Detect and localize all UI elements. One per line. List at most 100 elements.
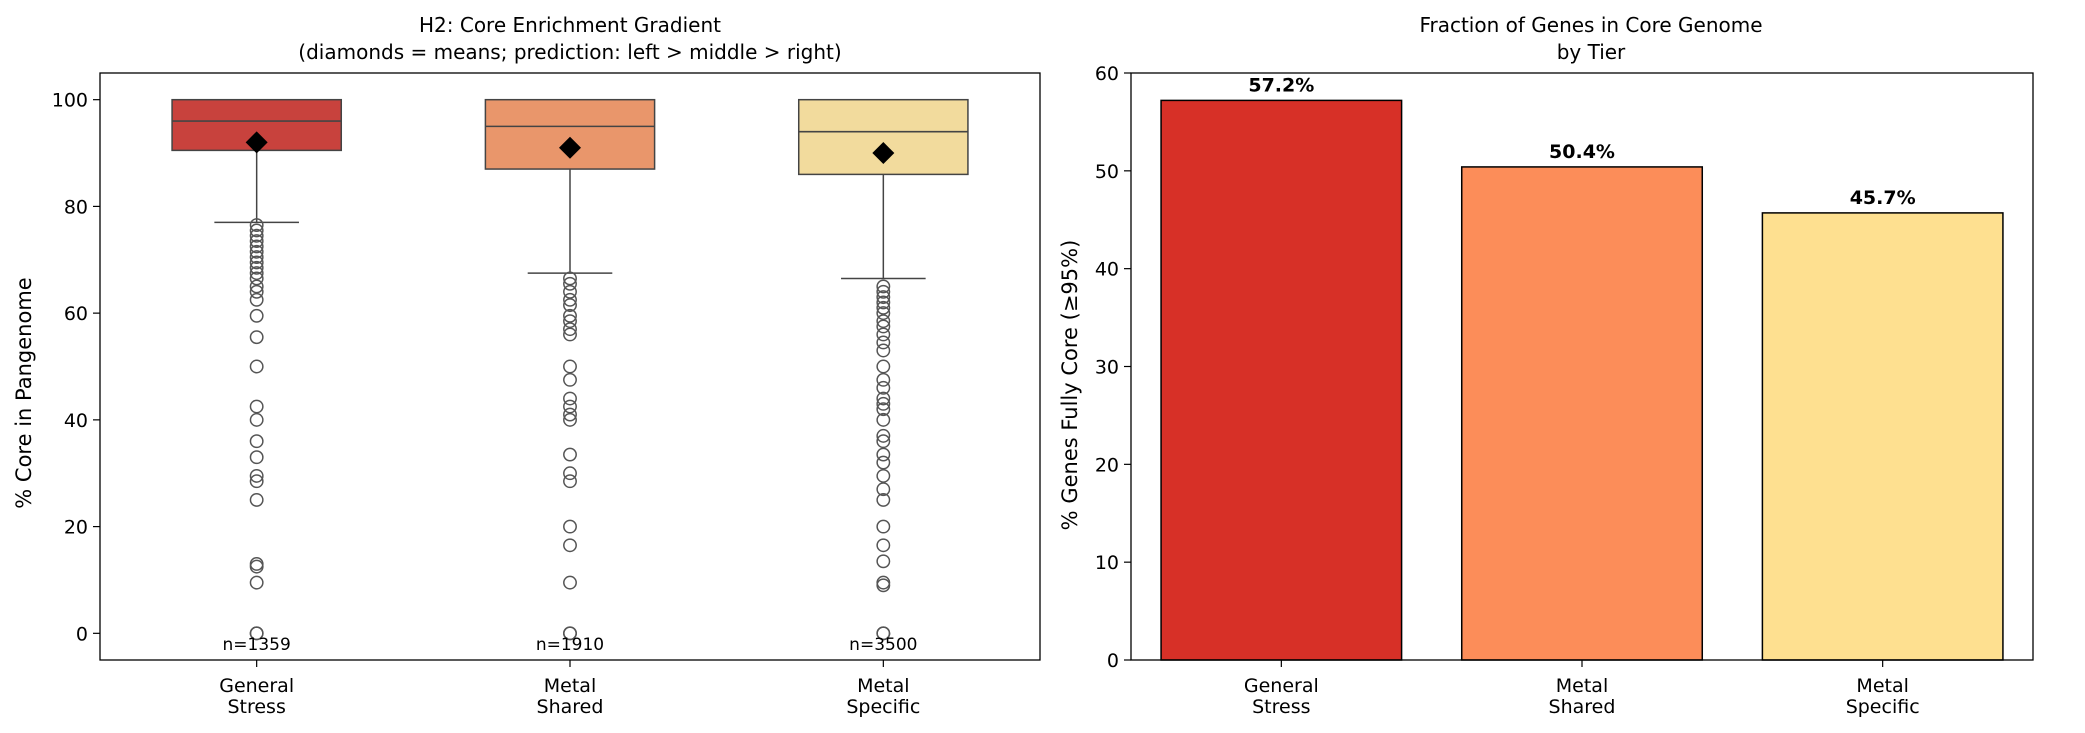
outlier-point <box>876 482 891 497</box>
outlier-point <box>876 455 891 470</box>
outlier-point <box>563 327 577 342</box>
n-label-general-stress: n=1359 <box>223 635 291 655</box>
outlier-point <box>563 372 577 387</box>
outlier-point <box>249 292 264 307</box>
left-y-tick-label: 80 <box>64 196 88 218</box>
right-y-axis-label: % Genes Fully Core (≥95%) <box>1058 240 1082 531</box>
right-x-tick-label: Metal <box>1856 675 1908 697</box>
bar-general-stress <box>1160 99 1403 661</box>
outlier-point <box>563 322 577 337</box>
outlier-point <box>249 412 264 427</box>
outlier-point <box>249 575 264 590</box>
outlier-point <box>876 306 891 321</box>
outlier-point <box>249 492 264 507</box>
n-label-metal-specific: n=3500 <box>849 635 917 655</box>
outlier-point <box>249 250 264 265</box>
outlier-point <box>563 284 577 299</box>
outlier-point <box>876 335 891 350</box>
outlier-point <box>876 575 891 590</box>
left-y-tick-label: 100 <box>52 90 88 112</box>
outlier-point <box>876 396 891 411</box>
outlier-point <box>563 391 577 406</box>
outlier-point <box>876 300 891 315</box>
outlier-point <box>563 314 577 329</box>
outlier-point <box>249 434 264 449</box>
outlier-point <box>249 239 264 254</box>
right-y-tick-label: 20 <box>1095 454 1119 476</box>
outlier-point <box>563 474 577 489</box>
right-y-tick-label: 0 <box>1107 650 1119 672</box>
outlier-point <box>249 284 264 299</box>
right-x-tick-label: Stress <box>1252 696 1310 718</box>
outlier-point <box>563 298 577 313</box>
outlier-point <box>876 359 891 374</box>
left-subtitle: (diamonds = means; prediction: left > mi… <box>298 40 841 64</box>
outlier-point <box>876 519 891 534</box>
outlier-point <box>876 279 891 294</box>
outlier-point <box>876 372 891 387</box>
right-plot-frame <box>1130 72 2034 661</box>
outlier-point <box>876 290 891 305</box>
left-x-tick-label: General <box>219 675 294 697</box>
outlier-point <box>249 228 264 243</box>
outlier-point <box>876 538 891 553</box>
mean-diamond-metal-shared <box>559 136 581 159</box>
outlier-point <box>876 343 891 358</box>
outlier-point <box>249 260 264 275</box>
outlier-point <box>249 279 264 294</box>
right-x-tick-label: Shared <box>1549 696 1616 718</box>
outlier-point <box>876 314 891 329</box>
outlier-point <box>876 554 891 569</box>
left-x-tick-label: Metal <box>857 675 909 697</box>
outlier-point <box>249 223 264 238</box>
right-title: Fraction of Genes in Core Genome <box>1419 13 1762 37</box>
boxplot-panel: H2: Core Enrichment Gradient (diamonds =… <box>12 13 1041 718</box>
right-y-tick-label: 10 <box>1095 552 1119 574</box>
left-x-tick-label: Stress <box>227 696 285 718</box>
outlier-point <box>563 271 577 286</box>
outlier-point <box>876 626 891 641</box>
outlier-point <box>563 538 577 553</box>
outlier-point <box>249 266 264 281</box>
left-x-tick-label: Metal <box>544 675 596 697</box>
outlier-point <box>249 626 264 641</box>
right-subtitle: by Tier <box>1557 40 1626 64</box>
outlier-point <box>249 308 264 323</box>
outlier-point <box>249 234 264 249</box>
mean-diamond-general-stress <box>245 131 268 154</box>
bar-metal-specific <box>1761 212 2004 661</box>
outlier-point <box>249 474 264 489</box>
bar-value-label-general-stress: 57.2% <box>1248 74 1314 96</box>
left-y-tick-label: 40 <box>64 410 88 432</box>
bar-value-label-metal-specific: 45.7% <box>1850 187 1916 209</box>
outlier-point <box>876 468 891 483</box>
outlier-point <box>563 276 577 291</box>
outlier-point <box>876 492 891 507</box>
bar-panel: Fraction of Genes in Core Genome by Tier… <box>1058 13 2034 718</box>
left-y-tick-label: 60 <box>64 303 88 325</box>
outlier-point <box>876 412 891 427</box>
right-y-tick-label: 40 <box>1095 259 1119 281</box>
outlier-point <box>876 327 891 342</box>
outlier-point <box>563 447 577 462</box>
left-y-tick-label: 20 <box>64 517 88 539</box>
outlier-point <box>249 255 264 270</box>
right-y-tick-label: 60 <box>1095 63 1119 85</box>
right-x-tick-label: Metal <box>1556 675 1608 697</box>
outlier-point <box>876 434 891 449</box>
outlier-point <box>563 359 577 374</box>
outlier-point <box>249 399 264 414</box>
outlier-point <box>563 308 577 323</box>
right-y-tick-label: 30 <box>1095 357 1119 379</box>
outlier-point <box>249 468 264 483</box>
outlier-point <box>876 380 891 395</box>
outlier-point <box>249 556 264 571</box>
outlier-point <box>563 412 577 427</box>
mean-diamond-metal-specific <box>872 142 895 165</box>
outlier-point <box>876 295 891 310</box>
right-x-tick-label: Specific <box>1846 696 1920 718</box>
outlier-point <box>876 391 891 406</box>
